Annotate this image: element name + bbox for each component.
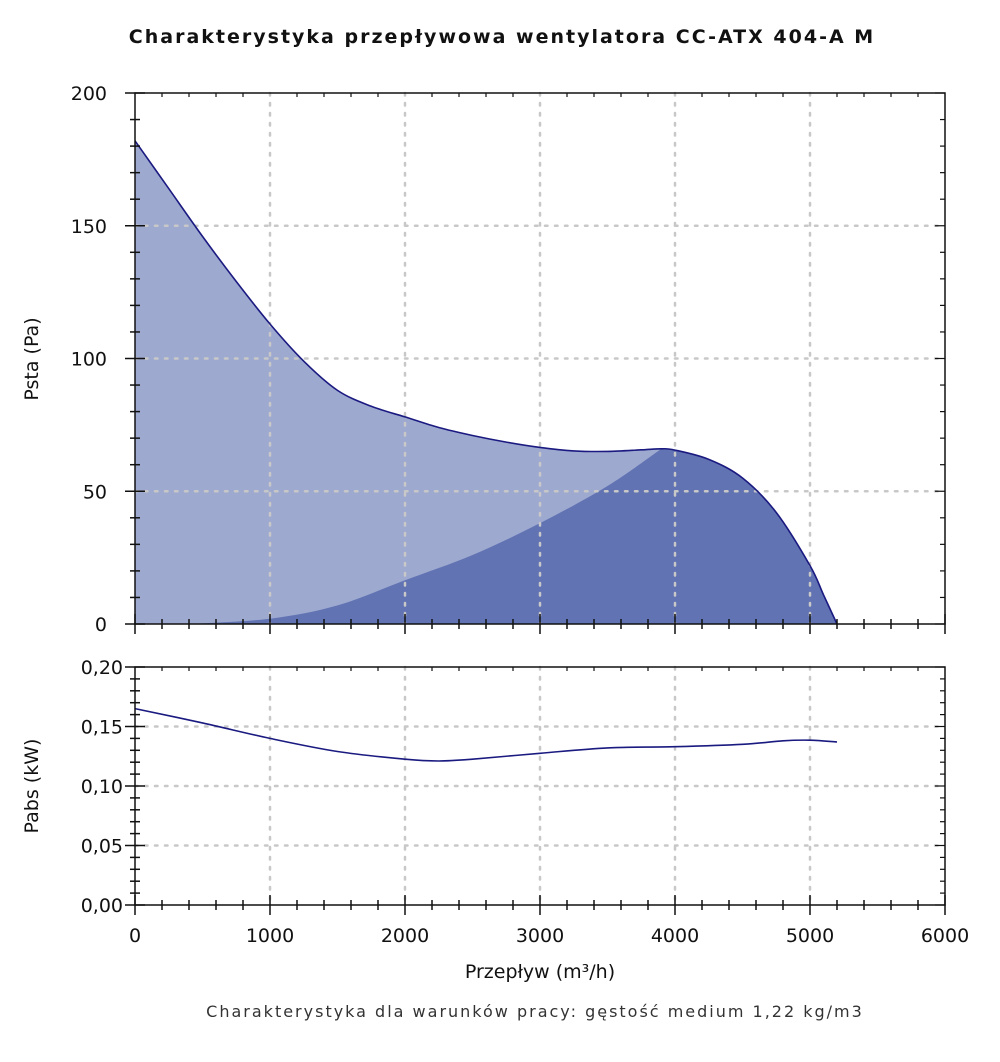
x-tick-label: 3000 [516,925,564,947]
pressure-y-axis-label: Psta (Pa) [21,317,43,400]
x-tick-label: 6000 [921,925,969,947]
pressure-axes [125,92,946,634]
power-plot: 0,00 0,05 0,10 0,15 0,20 0 1000 2000 3000 4000 50… [21,657,969,983]
x-tick-label: 4000 [651,925,699,947]
pressure-grid [133,91,947,626]
power-y-tick-label: 0,00 [81,895,123,917]
pressure-y-tick-label: 0 [95,614,107,636]
pressure-y-tick-label: 100 [71,349,107,371]
fan-curve-line [134,140,838,625]
power-axes [125,666,946,915]
x-tick-label: 0 [129,925,141,947]
x-tick-label: 1000 [246,925,294,947]
pressure-y-tick-label: 200 [71,83,107,105]
power-y-axis-label: Pabs (kW) [21,739,43,834]
x-axis-label: Przepływ (m³/h) [465,961,615,983]
x-tick-label: 5000 [786,925,834,947]
x-tick-label: 2000 [381,925,429,947]
pressure-y-tick-labels: 0 50 100 150 200 [71,83,107,636]
power-y-tick-labels: 0,00 0,05 0,10 0,15 0,20 [81,657,123,917]
power-y-tick-label: 0,05 [81,836,123,858]
power-curve-line [134,707,838,762]
pressure-y-tick-label: 50 [83,481,107,503]
chart-title: Charakterystyka przepływowa wentylatora … [129,26,875,48]
pressure-plot: 0 50 100 150 200 Psta (Pa) [21,83,947,636]
pressure-y-tick-label: 150 [71,216,107,238]
footnote: Charakterystyka dla warunków pracy: gęst… [206,1002,864,1021]
power-y-tick-label: 0,15 [81,717,123,739]
power-grid [133,665,947,907]
x-tick-labels: 0 1000 2000 3000 4000 5000 6000 [129,925,969,947]
power-y-tick-label: 0,20 [81,657,123,679]
power-y-tick-label: 0,10 [81,776,123,798]
